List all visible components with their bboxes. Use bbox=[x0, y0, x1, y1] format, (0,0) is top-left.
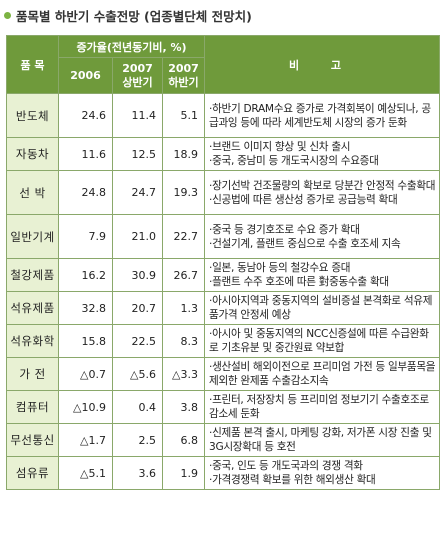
row-value-v2: 3.6 bbox=[112, 456, 163, 490]
page-title: 품목별 하반기 수출전망 (업종별단체 전망치) bbox=[4, 4, 252, 26]
row-note-line: ·건설기계, 플랜트 중심으로 수출 호조세 지속 bbox=[209, 237, 401, 250]
row-item-name: 가 전 bbox=[6, 357, 59, 391]
row-note: ·중국 등 경기호조로 수요 증가 확대 ·건설기계, 플랜트 중심으로 수출 호… bbox=[204, 214, 440, 259]
row-note-line: ·프린터, 저장장치 등 프리미엄 정보기기 수출호조로 감소세 둔화 bbox=[209, 394, 429, 420]
row-value-v1: 24.6 bbox=[58, 93, 113, 138]
export-forecast-table: 품 목 증가율(전년동기비, %) 비 고 2006 2007 상반기 2007… bbox=[6, 35, 440, 490]
row-value-v1: 32.8 bbox=[58, 291, 113, 325]
row-value-v3: 22.7 bbox=[162, 214, 205, 259]
table-row: 석유화학 15.8 22.5 8.3 ·아시아 및 중동지역의 NCC신증설에 따른 수… bbox=[6, 324, 440, 358]
table-row: 철강제품 16.2 30.9 26.7 ·일본, 동남아 등의 철강수요 증대 ·플랜트 … bbox=[6, 258, 440, 292]
row-value-v1: 24.8 bbox=[58, 170, 113, 215]
row-value-v2: 22.5 bbox=[112, 324, 163, 358]
table-row: 선 박 24.8 24.7 19.3 ·장기선박 건조물량의 확보로 당분간 안정적 수… bbox=[6, 170, 440, 215]
row-note-line: ·신제품 본격 출시, 마케팅 강화, 저가폰 시장 진출 및 3G시장확대 등… bbox=[209, 427, 432, 453]
row-note-line: ·아시아 및 중동지역의 NCC신증설에 따른 수급완화로 기초유분 및 중간원… bbox=[209, 328, 429, 354]
row-value-v2: 2.5 bbox=[112, 423, 163, 457]
row-item-name: 선 박 bbox=[6, 170, 59, 215]
row-note: ·신제품 본격 출시, 마케팅 강화, 저가폰 시장 진출 및 3G시장확대 등… bbox=[204, 423, 440, 457]
row-value-v3: 18.9 bbox=[162, 137, 205, 171]
row-item-name: 일반기계 bbox=[6, 214, 59, 259]
row-note-line: ·하반기 DRAM수요 증가로 가격회복이 예상되나, 공급과잉 등에 따라 세… bbox=[209, 102, 431, 129]
header-item: 품 목 bbox=[6, 35, 59, 94]
table-row: 가 전 △0.7 △5.6 △3.3 ·생산설비 해외이전으로 프리미엄 가전 등 일부… bbox=[6, 357, 440, 391]
row-note-line: ·중국, 인도 등 개도국과의 경쟁 격화 bbox=[209, 460, 363, 472]
row-value-v1: 16.2 bbox=[58, 258, 113, 292]
row-value-v3: 8.3 bbox=[162, 324, 205, 358]
row-value-v3: 1.3 bbox=[162, 291, 205, 325]
row-value-v2: 12.5 bbox=[112, 137, 163, 171]
row-note: ·브랜드 이미지 향상 및 신차 출시 ·중국, 중남미 등 개도국시장의 수요증… bbox=[204, 137, 440, 171]
row-note: ·아시아 및 중동지역의 NCC신증설에 따른 수급완화로 기초유분 및 중간원… bbox=[204, 324, 440, 358]
row-value-v2: 11.4 bbox=[112, 93, 163, 138]
row-note-line: ·가격경쟁력 확보를 위한 해외생산 확대 bbox=[209, 474, 376, 486]
row-item-name: 석유제품 bbox=[6, 291, 59, 325]
row-note: ·아시아지역과 중동지역의 설비증설 본격화로 석유제품가격 안정세 예상 bbox=[204, 291, 440, 325]
row-value-v3: △3.3 bbox=[162, 357, 205, 391]
row-value-v2: 21.0 bbox=[112, 214, 163, 259]
row-note: ·생산설비 해외이전으로 프리미엄 가전 등 일부품목을 제외한 완제품 수출감… bbox=[204, 357, 440, 391]
header-growth: 증가율(전년동기비, %) bbox=[58, 35, 205, 58]
row-note: ·하반기 DRAM수요 증가로 가격회복이 예상되나, 공급과잉 등에 따라 세… bbox=[204, 93, 440, 138]
row-value-v2: 20.7 bbox=[112, 291, 163, 325]
row-note-line: ·중국 등 경기호조로 수요 증가 확대 bbox=[209, 223, 360, 236]
row-value-v3: 26.7 bbox=[162, 258, 205, 292]
row-item-name: 철강제품 bbox=[6, 258, 59, 292]
row-item-name: 컴퓨터 bbox=[6, 390, 59, 424]
table-body: 반도체 24.6 11.4 5.1 ·하반기 DRAM수요 증가로 가격회복이 예상되나… bbox=[6, 93, 440, 490]
row-note-line: ·신공법에 따른 생산성 증가로 공급능력 확대 bbox=[209, 193, 398, 206]
bullet-icon bbox=[4, 11, 11, 19]
table-row: 반도체 24.6 11.4 5.1 ·하반기 DRAM수요 증가로 가격회복이 예상되나… bbox=[6, 93, 440, 138]
table-row: 자동차 11.6 12.5 18.9 ·브랜드 이미지 향상 및 신차 출시 ·중국, 중… bbox=[6, 137, 440, 171]
table-row: 일반기계 7.9 21.0 22.7 ·중국 등 경기호조로 수요 증가 확대 ·건설기계… bbox=[6, 214, 440, 259]
row-value-v1: △10.9 bbox=[58, 390, 113, 424]
header-note: 비 고 bbox=[204, 35, 440, 94]
row-value-v3: 1.9 bbox=[162, 456, 205, 490]
row-value-v1: △5.1 bbox=[58, 456, 113, 490]
row-note-line: ·아시아지역과 중동지역의 설비증설 본격화로 석유제품가격 안정세 예상 bbox=[209, 295, 433, 321]
row-note: ·장기선박 건조물량의 확보로 당분간 안정적 수출확대 ·신공법에 따른 생산성… bbox=[204, 170, 440, 215]
row-note-line: ·장기선박 건조물량의 확보로 당분간 안정적 수출확대 bbox=[209, 179, 436, 192]
row-item-name: 무선통신 bbox=[6, 423, 59, 457]
header-2007-second-half: 2007 하반기 bbox=[162, 57, 205, 94]
row-item-name: 석유화학 bbox=[6, 324, 59, 358]
row-note-line: ·플랜트 수주 호조에 따른 對중동수출 확대 bbox=[209, 276, 389, 288]
table-row: 석유제품 32.8 20.7 1.3 ·아시아지역과 중동지역의 설비증설 본격화로 석… bbox=[6, 291, 440, 325]
row-value-v2: 30.9 bbox=[112, 258, 163, 292]
row-value-v1: △0.7 bbox=[58, 357, 113, 391]
row-note: ·중국, 인도 등 개도국과의 경쟁 격화 ·가격경쟁력 확보를 위한 해외생산 … bbox=[204, 456, 440, 490]
row-value-v2: △5.6 bbox=[112, 357, 163, 391]
row-note-line: ·브랜드 이미지 향상 및 신차 출시 bbox=[209, 141, 351, 153]
row-value-v3: 5.1 bbox=[162, 93, 205, 138]
table-row: 섬유류 △5.1 3.6 1.9 ·중국, 인도 등 개도국과의 경쟁 격화 ·가격경쟁력… bbox=[6, 456, 440, 490]
row-value-v3: 3.8 bbox=[162, 390, 205, 424]
row-value-v2: 0.4 bbox=[112, 390, 163, 424]
row-note: ·일본, 동남아 등의 철강수요 증대 ·플랜트 수주 호조에 따른 對중동수출 … bbox=[204, 258, 440, 292]
row-value-v1: 15.8 bbox=[58, 324, 113, 358]
row-item-name: 자동차 bbox=[6, 137, 59, 171]
table-row: 컴퓨터 △10.9 0.4 3.8 ·프린터, 저장장치 등 프리미엄 정보기기 수출호… bbox=[6, 390, 440, 424]
row-value-v3: 19.3 bbox=[162, 170, 205, 215]
row-note-line: ·생산설비 해외이전으로 프리미엄 가전 등 일부품목을 제외한 완제품 수출감… bbox=[209, 361, 436, 387]
header-2006: 2006 bbox=[58, 57, 113, 94]
table-row: 무선통신 △1.7 2.5 6.8 ·신제품 본격 출시, 마케팅 강화, 저가폰 시장… bbox=[6, 423, 440, 457]
row-item-name: 반도체 bbox=[6, 93, 59, 138]
row-value-v1: 11.6 bbox=[58, 137, 113, 171]
row-value-v3: 6.8 bbox=[162, 423, 205, 457]
header-2007-first-half: 2007 상반기 bbox=[112, 57, 163, 94]
row-note: ·프린터, 저장장치 등 프리미엄 정보기기 수출호조로 감소세 둔화 bbox=[204, 390, 440, 424]
row-value-v2: 24.7 bbox=[112, 170, 163, 215]
row-note-line: ·중국, 중남미 등 개도국시장의 수요증대 bbox=[209, 155, 379, 167]
row-value-v1: 7.9 bbox=[58, 214, 113, 259]
row-item-name: 섬유류 bbox=[6, 456, 59, 490]
row-value-v1: △1.7 bbox=[58, 423, 113, 457]
page-title-text: 품목별 하반기 수출전망 (업종별단체 전망치) bbox=[16, 8, 252, 24]
row-note-line: ·일본, 동남아 등의 철강수요 증대 bbox=[209, 262, 351, 274]
